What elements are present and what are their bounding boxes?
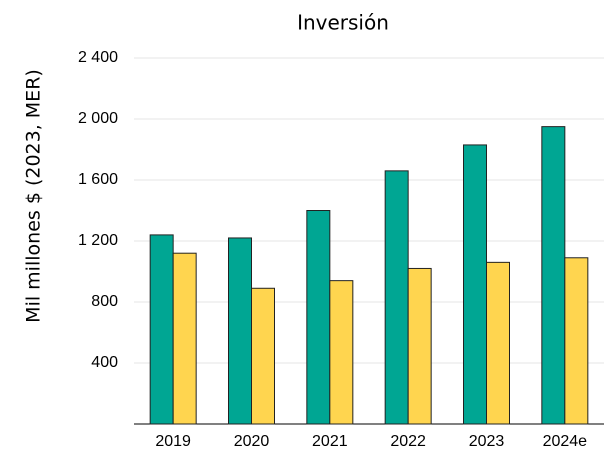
y-tick-label: 2 000 [78, 110, 118, 127]
bar [407, 267, 432, 425]
x-tick-label: 2019 [155, 433, 191, 450]
x-tick-label: 2023 [469, 433, 505, 450]
y-tick-label: 400 [91, 354, 118, 371]
y-tick-label: 1 200 [78, 232, 118, 249]
bar [306, 210, 331, 425]
y-tick-label: 2 400 [78, 49, 118, 66]
y-tick-label: 1 600 [78, 171, 118, 188]
y-tick-label: 800 [91, 293, 118, 310]
bar [172, 252, 197, 425]
bar [564, 257, 589, 425]
chart-title: Inversión [297, 11, 389, 35]
bar [463, 144, 487, 425]
y-axis-label: Mil millones $ (2023, MER) [23, 69, 45, 323]
x-tick-label: 2024e [543, 433, 588, 450]
x-tick-label: 2021 [312, 433, 348, 450]
bar [329, 280, 354, 425]
bar [486, 261, 510, 425]
x-tick-label: 2022 [390, 433, 426, 450]
bar [149, 234, 174, 425]
bar [384, 170, 409, 425]
bar [251, 287, 275, 425]
bar [541, 126, 566, 425]
bar [228, 237, 252, 425]
x-tick-label: 2020 [234, 433, 270, 450]
